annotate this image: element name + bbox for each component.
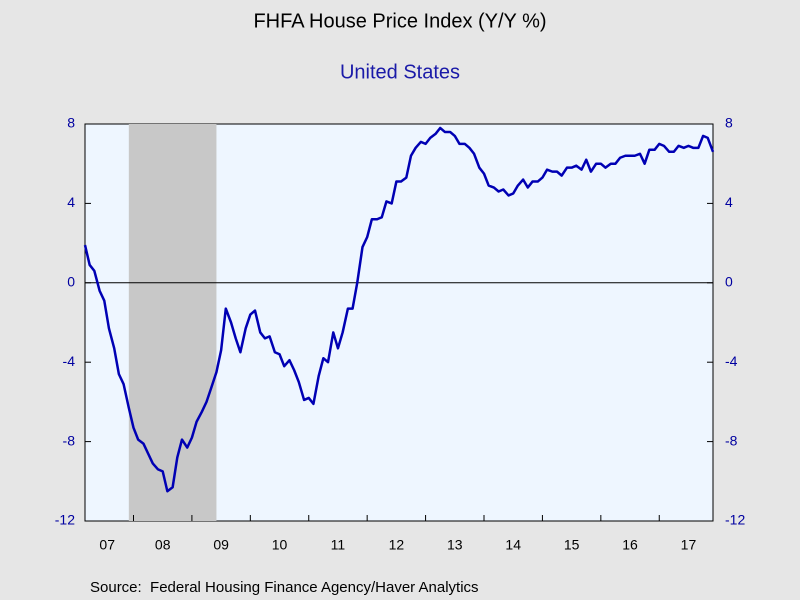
- x-tick-label: 09: [213, 537, 229, 553]
- x-tick-label: 16: [622, 537, 638, 553]
- y2-tick-label: -4: [725, 353, 738, 369]
- x-tick-label: 13: [447, 537, 463, 553]
- x-tick-label: 12: [389, 537, 405, 553]
- y-tick-label: -4: [63, 353, 76, 369]
- y-tick-label: -8: [63, 432, 76, 448]
- x-tick-label: 10: [272, 537, 288, 553]
- y2-tick-label: 4: [725, 194, 733, 210]
- data-line: [83, 126, 715, 493]
- y-tick-label: 4: [67, 194, 75, 210]
- y-tick-label: -12: [55, 512, 75, 528]
- x-tick-label: 14: [505, 537, 521, 553]
- x-tick-label: 08: [155, 537, 171, 553]
- y-tick-label: 0: [67, 274, 75, 290]
- y2-tick-label: -8: [725, 432, 738, 448]
- y2-tick-label: -12: [725, 512, 745, 528]
- x-tick-label: 07: [99, 537, 115, 553]
- y2-tick-label: 0: [725, 274, 733, 290]
- chart-title: FHFA House Price Index (Y/Y %): [253, 10, 546, 32]
- recession-shade: [128, 124, 217, 521]
- y2-tick-label: 8: [725, 115, 733, 131]
- x-tick-label: 11: [331, 537, 346, 553]
- x-tick-label: 15: [564, 537, 580, 553]
- chart-subtitle: United States: [340, 61, 460, 83]
- x-tick-label: 17: [681, 537, 697, 553]
- y-tick-label: 8: [67, 115, 75, 131]
- source-note: Source: Federal Housing Finance Agency/H…: [90, 579, 479, 596]
